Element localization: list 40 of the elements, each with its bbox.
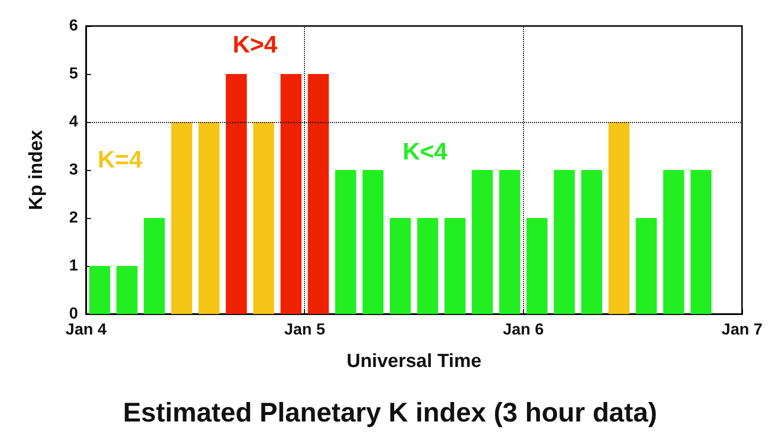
bar bbox=[499, 170, 520, 314]
bar bbox=[308, 74, 329, 314]
x-tick-label: Jan 7 bbox=[722, 322, 763, 338]
annotation: K>4 bbox=[232, 32, 278, 58]
y-tick-label: 2 bbox=[69, 210, 78, 226]
y-axis-title: Kp index bbox=[26, 129, 47, 210]
bar bbox=[362, 170, 384, 314]
bar bbox=[89, 266, 110, 314]
bar bbox=[171, 122, 192, 314]
bar bbox=[417, 218, 438, 314]
bar bbox=[144, 218, 165, 314]
x-tick-label: Jan 4 bbox=[66, 322, 107, 338]
y-tick-label: 3 bbox=[69, 162, 78, 178]
y-tick-label: 4 bbox=[69, 114, 78, 130]
y-tick-label: 0 bbox=[69, 306, 78, 322]
bar bbox=[226, 74, 247, 314]
bar bbox=[472, 170, 493, 314]
bar bbox=[554, 170, 575, 314]
bar bbox=[253, 122, 274, 314]
x-tick-label: Jan 6 bbox=[502, 322, 544, 338]
bar bbox=[608, 122, 630, 314]
bar bbox=[335, 170, 356, 314]
annotation: K=4 bbox=[98, 146, 143, 174]
bar bbox=[390, 218, 411, 314]
annotation: K<4 bbox=[402, 138, 448, 166]
y-tick-label: 5 bbox=[69, 66, 78, 82]
bar bbox=[526, 218, 548, 314]
bar bbox=[280, 74, 302, 314]
y-tick-label: 1 bbox=[69, 258, 78, 274]
bar bbox=[116, 266, 138, 314]
bar bbox=[198, 122, 220, 314]
bar bbox=[581, 170, 602, 314]
y-tick-label: 6 bbox=[69, 18, 78, 34]
text: Estimated Planetary K index (3 hour data) bbox=[122, 398, 658, 428]
x-tick-label: Jan 5 bbox=[284, 322, 326, 338]
bar bbox=[636, 218, 657, 314]
bar bbox=[663, 170, 684, 314]
bar bbox=[690, 170, 712, 314]
x-axis-title: Universal Time bbox=[346, 351, 482, 372]
bar bbox=[444, 218, 466, 314]
